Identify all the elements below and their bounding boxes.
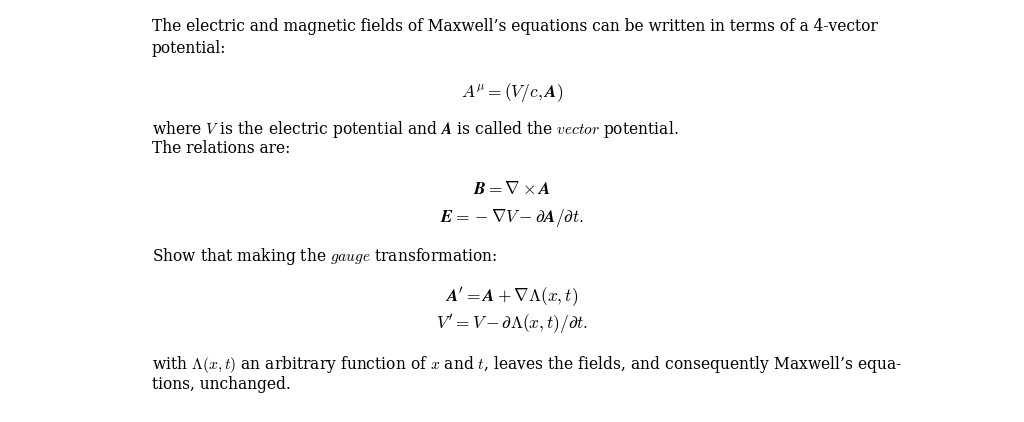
Text: $\boldsymbol{E} = -\boldsymbol{\nabla}V - \partial\boldsymbol{A}/\partial t.$: $\boldsymbol{E} = -\boldsymbol{\nabla}V … <box>440 207 584 229</box>
Text: $\boldsymbol{A}' = \boldsymbol{A} + \boldsymbol{\nabla}\Lambda(x,t)$: $\boldsymbol{A}' = \boldsymbol{A} + \bol… <box>445 286 579 309</box>
Text: with $\Lambda(x,t)$ an arbitrary function of $x$ and $t$, leaves the fields, and: with $\Lambda(x,t)$ an arbitrary functio… <box>152 354 902 375</box>
Text: tions, unchanged.: tions, unchanged. <box>152 376 291 393</box>
Text: $V' = V - \partial\Lambda(x,t)/\partial t.$: $V' = V - \partial\Lambda(x,t)/\partial … <box>436 313 588 336</box>
Text: The relations are:: The relations are: <box>152 140 290 157</box>
Text: $\boldsymbol{B} = \boldsymbol{\nabla} \times \boldsymbol{A}$: $\boldsymbol{B} = \boldsymbol{\nabla} \t… <box>473 181 551 197</box>
Text: $A^{\mu} = (V/c, \boldsymbol{A})$: $A^{\mu} = (V/c, \boldsymbol{A})$ <box>461 81 563 104</box>
Text: The electric and magnetic fields of Maxwell’s equations can be written in terms : The electric and magnetic fields of Maxw… <box>152 18 878 35</box>
Text: potential:: potential: <box>152 40 226 57</box>
Text: Show that making the $\mathit{gauge}$ transformation:: Show that making the $\mathit{gauge}$ tr… <box>152 246 497 267</box>
Text: where $V$ is the electric potential and $\boldsymbol{A}$ is called the $\mathit{: where $V$ is the electric potential and … <box>152 119 678 140</box>
